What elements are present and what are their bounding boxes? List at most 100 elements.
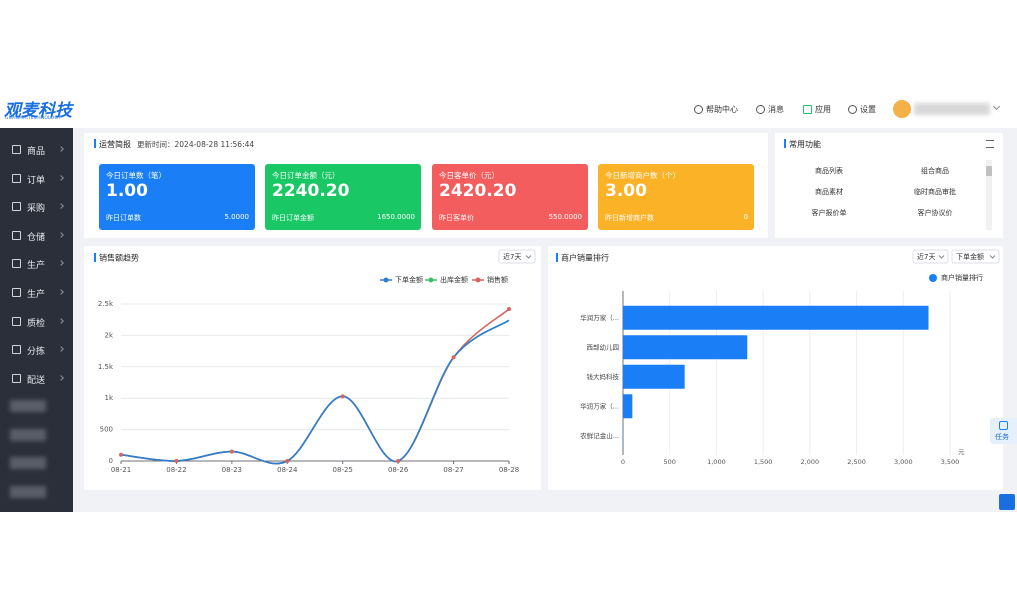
- x-tick-label: 1,500: [754, 458, 773, 466]
- data-point: [507, 307, 511, 312]
- x-tick-label: 08-28: [499, 466, 519, 474]
- y-tick-label: 农鲜记金山...: [580, 431, 619, 440]
- x-tick-label: 0: [621, 458, 625, 466]
- avatar[interactable]: [893, 100, 911, 118]
- legend-label: 商户销量排行: [941, 273, 983, 282]
- bar: [623, 394, 633, 419]
- y-tick-label: 2.5k: [98, 300, 114, 308]
- card-value: 1.00: [106, 181, 148, 201]
- shortcut-item[interactable]: 商品素材: [815, 188, 843, 196]
- chart: 商户销量排行 近7天 下单金额 0 500 1,000 1,500 2,000 2,500 3,0…: [556, 249, 1000, 466]
- card-title: 今日新增商户数（个）: [605, 171, 680, 180]
- chart-panel: [84, 246, 541, 490]
- shortcuts-title: 常用功能: [789, 140, 821, 149]
- card-sub-label: 昨日客单价: [439, 214, 474, 222]
- nav-item[interactable]: 应用: [815, 105, 831, 114]
- sidebar-item[interactable]: 采购: [27, 204, 46, 215]
- x-tick-label: 08-26: [388, 466, 409, 474]
- card-sub-label: 昨日新增商户数: [605, 214, 654, 222]
- title-bar: [784, 139, 786, 148]
- stat-card[interactable]: 今日订单数（笔） 1.00 昨日订单数 5.0000: [99, 164, 255, 230]
- chat-button[interactable]: [999, 494, 1015, 510]
- sidebar-item[interactable]: 订单: [27, 175, 46, 186]
- scroll-thumb: [986, 166, 992, 176]
- shortcut-item[interactable]: 组合商品: [921, 167, 949, 175]
- y-tick-label: 华润万家（...: [580, 313, 619, 322]
- card-sub-value: 1650.0000: [377, 213, 415, 221]
- x-tick-label: 2,500: [847, 458, 866, 466]
- sidebar-item[interactable]: 分拣: [27, 347, 46, 358]
- y-tick-label: 钱大妈科技: [587, 372, 620, 381]
- dropdown-label: 近7天: [917, 252, 935, 261]
- logo-sub: GUANMAITECHNOLOGY: [5, 116, 61, 121]
- card-sub-value: 550.0000: [548, 213, 582, 221]
- sidebar-item[interactable]: 质检: [27, 318, 46, 329]
- logo: 观麦科技: [4, 101, 72, 121]
- legend-label: 出库金额: [440, 275, 468, 284]
- x-tick-label: 08-27: [443, 466, 463, 474]
- bar: [623, 305, 929, 330]
- y-tick-label: 1k: [104, 394, 113, 402]
- dropdown[interactable]: [951, 249, 1000, 264]
- series-line: [120, 319, 510, 465]
- sidebar-blur: [10, 457, 46, 470]
- settings-icon[interactable]: [986, 140, 994, 148]
- sidebar-blur: [10, 485, 46, 498]
- nav-icon: [803, 105, 812, 114]
- data-point: [119, 452, 123, 457]
- title-bar: [556, 253, 558, 262]
- sidebar-blur: [10, 428, 46, 441]
- y-tick-label: 1.5k: [98, 363, 114, 371]
- x-tick-label: 1,000: [707, 458, 726, 466]
- nav-icon: [694, 105, 703, 114]
- scrollbar: [986, 160, 992, 230]
- shortcut-item[interactable]: 临时商品审批: [914, 188, 956, 196]
- shortcut-item[interactable]: 客户协议价: [917, 209, 953, 217]
- dropdown[interactable]: [912, 249, 949, 264]
- legend-label: 销售额: [487, 275, 508, 284]
- dropdown-chevron: [525, 255, 532, 259]
- shortcut-item[interactable]: 客户报价单: [811, 209, 847, 217]
- header-bar: [0, 95, 1017, 128]
- nav-item[interactable]: 消息: [768, 105, 784, 114]
- sidebar-icon: [12, 345, 21, 355]
- x-tick-label: 500: [664, 458, 676, 466]
- stat-card[interactable]: 今日客单价（元） 2420.20 昨日客单价 550.0000: [432, 164, 588, 230]
- card-value: 2420.20: [439, 181, 517, 201]
- title-bar: [94, 253, 96, 262]
- shortcut-item[interactable]: 商品列表: [815, 167, 843, 175]
- card-title: 今日订单金额（元）: [272, 171, 340, 180]
- series-line: [120, 319, 510, 465]
- sidebar-item[interactable]: 商品: [27, 147, 46, 157]
- dropdown[interactable]: [498, 249, 536, 264]
- data-point: [340, 394, 345, 399]
- sidebar-icon: [12, 259, 21, 269]
- sidebar-item[interactable]: 生产: [27, 261, 46, 272]
- nav-item[interactable]: 帮助中心: [706, 105, 738, 114]
- sidebar-item[interactable]: 配送: [27, 375, 46, 386]
- nav-icon: [756, 105, 765, 114]
- series-line: [120, 308, 510, 465]
- dropdown-label: 近7天: [503, 252, 521, 261]
- nav-item[interactable]: 设置: [860, 105, 876, 114]
- sidebar-icon: [12, 202, 21, 212]
- x-tick-label: 08-22: [166, 466, 186, 474]
- sidebar-icon: [12, 173, 21, 183]
- task-button[interactable]: 任务: [990, 418, 1017, 444]
- bar: [623, 364, 685, 389]
- sidebar-icon: [12, 373, 21, 383]
- dropdown-chevron: [938, 255, 945, 259]
- y-tick-label: 2k: [104, 331, 113, 339]
- legend-dot: [383, 277, 389, 283]
- card-value: 3.00: [605, 181, 647, 201]
- sidebar-item[interactable]: 生产: [27, 290, 46, 300]
- dropdown-label: 下单金额: [956, 252, 984, 261]
- stat-card[interactable]: 今日订单金额（元） 2240.20 昨日订单金额 1650.0000: [265, 164, 421, 230]
- card-sub-label: 昨日订单数: [106, 214, 141, 222]
- legend-dot: [428, 277, 434, 283]
- stat-card[interactable]: 今日新增商户数（个） 3.00 昨日新增商户数 0: [598, 164, 754, 230]
- x-tick-label: 3,000: [894, 458, 913, 466]
- card-title: 今日客单价（元）: [439, 171, 499, 180]
- sidebar-item[interactable]: 仓储: [27, 232, 46, 243]
- dropdown-chevron: [989, 255, 996, 259]
